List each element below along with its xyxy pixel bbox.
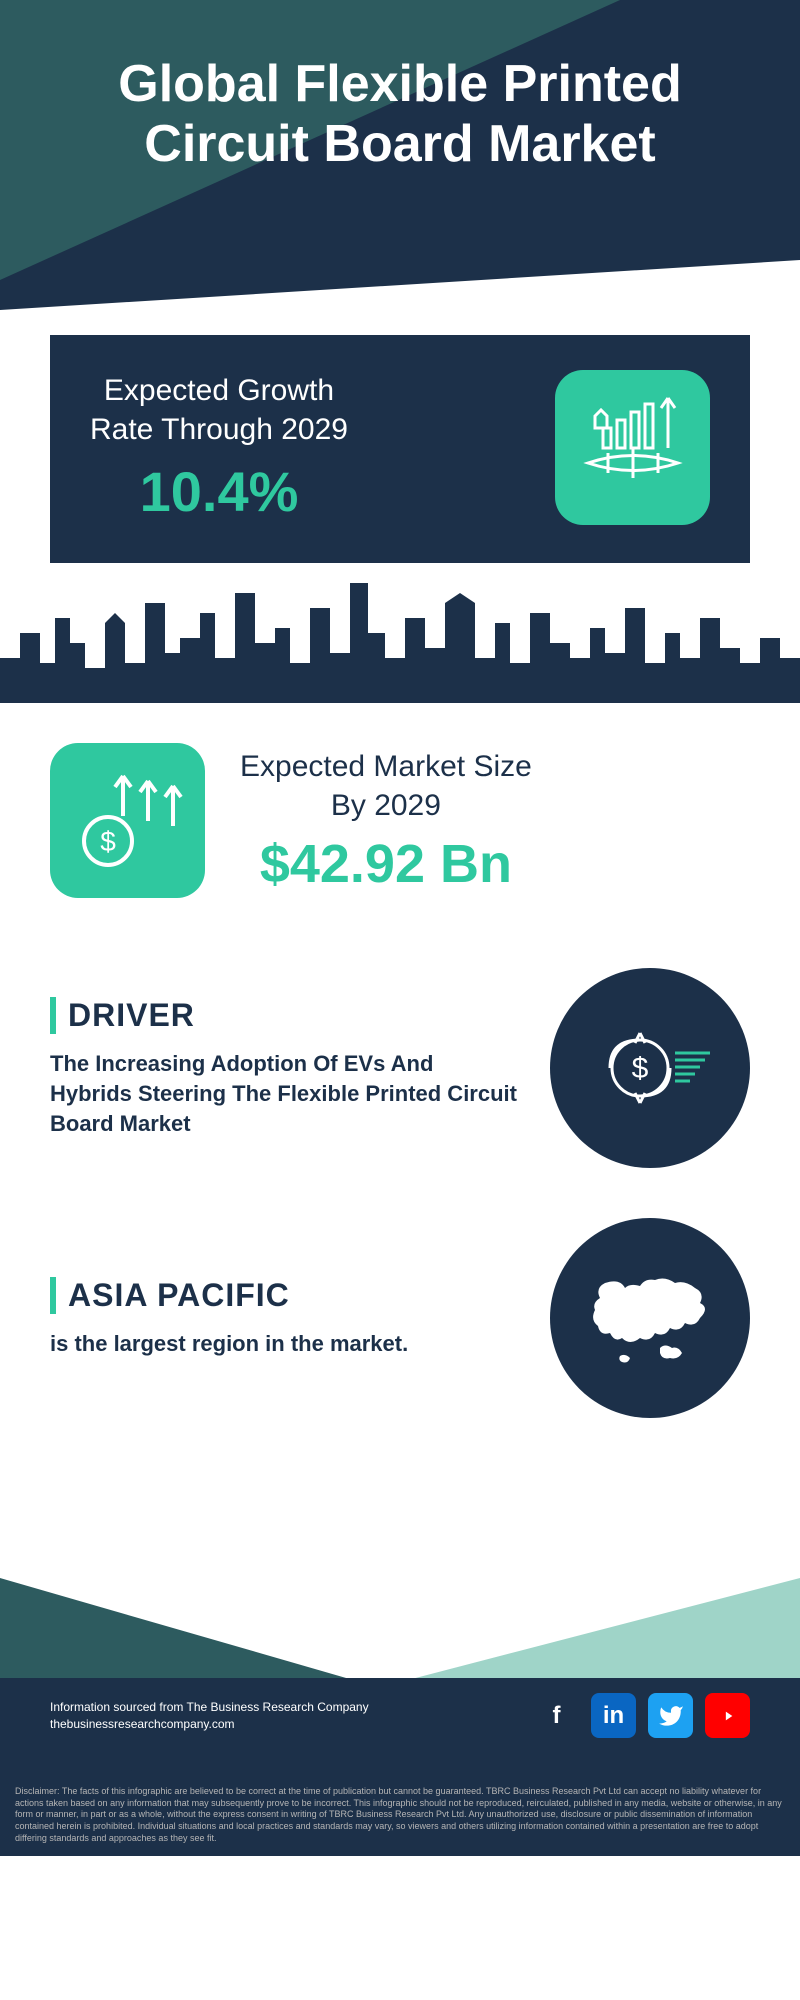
growth-label: Expected Growth Rate Through 2029 bbox=[90, 371, 348, 449]
youtube-icon[interactable] bbox=[705, 1693, 750, 1738]
twitter-icon[interactable] bbox=[648, 1693, 693, 1738]
linkedin-icon[interactable]: in bbox=[591, 1693, 636, 1738]
skyline-silhouette bbox=[0, 563, 800, 703]
dollar-cycle-icon: $ bbox=[550, 968, 750, 1168]
driver-section: DRIVER The Increasing Adoption Of EVs An… bbox=[50, 968, 750, 1168]
growth-chart-icon bbox=[555, 370, 710, 525]
svg-text:$: $ bbox=[632, 1052, 649, 1085]
header: Global Flexible Printed Circuit Board Ma… bbox=[0, 0, 800, 310]
disclaimer-text: Disclaimer: The facts of this infographi… bbox=[0, 1778, 800, 1856]
market-size-label: Expected Market Size By 2029 bbox=[240, 747, 532, 825]
dollar-arrows-icon: $ bbox=[50, 743, 205, 898]
facebook-icon[interactable]: f bbox=[534, 1693, 579, 1738]
globe-icon bbox=[550, 1218, 750, 1418]
growth-value: 10.4% bbox=[90, 459, 348, 524]
region-section: ASIA PACIFIC is the largest region in th… bbox=[50, 1218, 750, 1418]
infographic-container: Global Flexible Printed Circuit Board Ma… bbox=[0, 0, 800, 1856]
page-title: Global Flexible Printed Circuit Board Ma… bbox=[0, 0, 800, 175]
source-attribution: Information sourced from The Business Re… bbox=[50, 1699, 369, 1733]
market-size-section: $ Expected Market Size By 2029 $42.92 Bn bbox=[50, 743, 750, 898]
social-links: f in bbox=[534, 1693, 750, 1738]
market-size-value: $42.92 Bn bbox=[240, 833, 532, 895]
growth-rate-card: Expected Growth Rate Through 2029 10.4% bbox=[50, 335, 750, 563]
driver-body: The Increasing Adoption Of EVs And Hybri… bbox=[50, 1049, 520, 1138]
driver-heading: DRIVER bbox=[50, 997, 520, 1034]
region-heading: ASIA PACIFIC bbox=[50, 1277, 520, 1314]
region-body: is the largest region in the market. bbox=[50, 1329, 520, 1359]
svg-text:$: $ bbox=[100, 826, 116, 857]
footer: Information sourced from The Business Re… bbox=[0, 1578, 800, 1778]
